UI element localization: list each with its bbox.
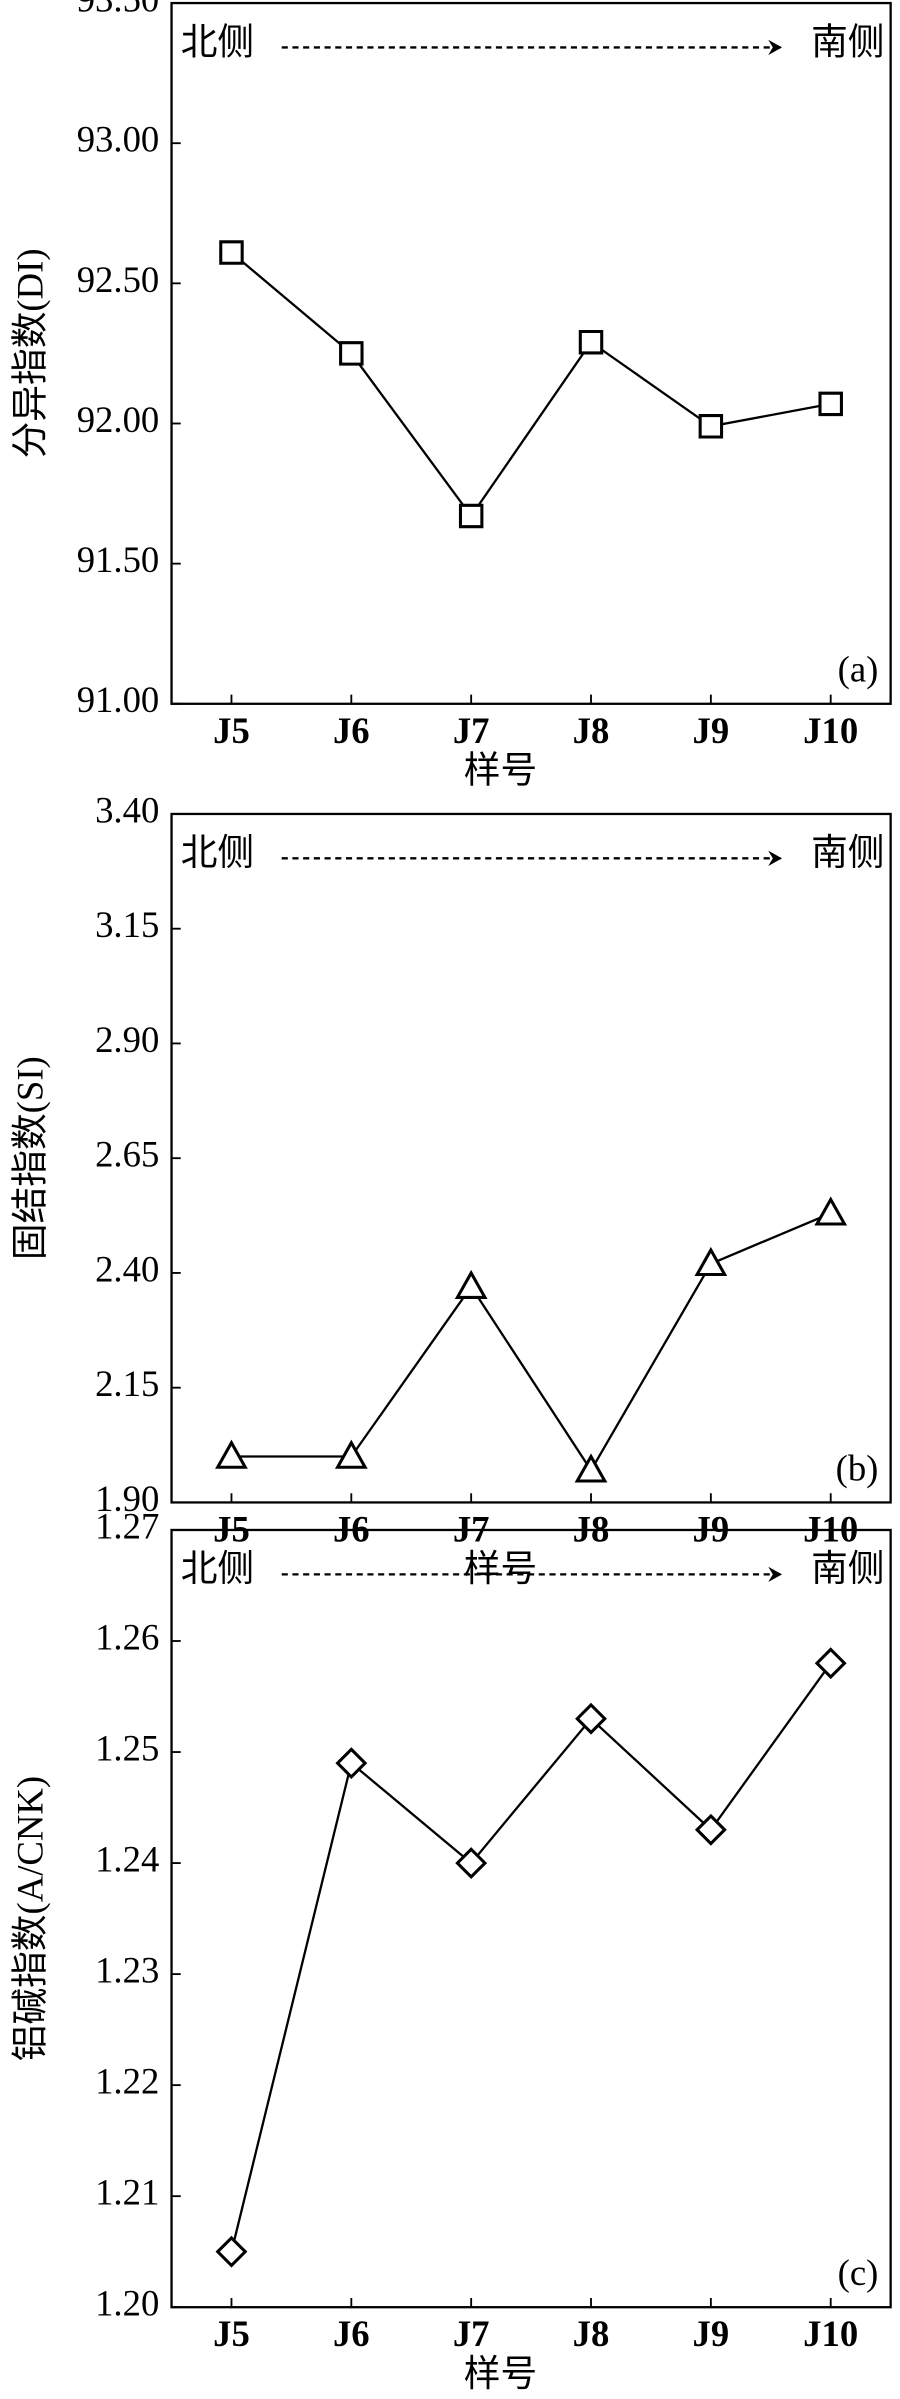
data-point — [698, 414, 724, 439]
x-axis-label: 样号 — [464, 2353, 537, 2394]
y-tick-label: 93.00 — [77, 119, 160, 160]
x-tick-label: J9 — [693, 2313, 730, 2354]
y-tick-label: 92.00 — [77, 399, 160, 440]
series-line — [231, 1212, 832, 1473]
data-point — [215, 1439, 248, 1469]
data-point — [455, 1847, 488, 1879]
data-point — [458, 503, 484, 529]
data-point — [814, 1647, 847, 1680]
north-label: 北侧 — [181, 1548, 254, 1589]
y-tick-label: 1.25 — [95, 1727, 159, 1768]
south-label: 南侧 — [811, 832, 884, 873]
data-point — [574, 1453, 608, 1483]
panel-label: (b) — [836, 1447, 879, 1488]
data-point — [694, 1813, 727, 1846]
y-tick-label: 2.65 — [95, 1134, 159, 1175]
x-tick-label: J10 — [803, 710, 858, 751]
south-label: 南侧 — [811, 1548, 884, 1589]
y-tick-label: 3.15 — [95, 904, 159, 945]
y-tick-label: 2.90 — [95, 1019, 159, 1060]
data-point — [335, 1747, 368, 1780]
y-tick-label: 2.40 — [95, 1248, 159, 1289]
x-tick-label: J6 — [333, 710, 370, 751]
data-point — [454, 1269, 488, 1299]
data-point — [814, 1196, 848, 1226]
panel-label: (a) — [838, 649, 879, 690]
x-tick-label: J7 — [453, 2313, 490, 2354]
panel-label: (c) — [838, 2252, 879, 2293]
x-tick-label: J9 — [693, 710, 730, 751]
y-tick-label: 1.27 — [95, 1505, 159, 1546]
north-label: 北侧 — [181, 832, 254, 873]
data-point — [578, 329, 604, 355]
y-tick-label: 1.90 — [95, 1478, 159, 1519]
series-line — [230, 1662, 832, 2252]
data-point — [219, 240, 244, 265]
plot-frame — [170, 812, 892, 1504]
data-point — [694, 1246, 728, 1276]
x-tick-label: J7 — [453, 710, 490, 751]
plot-frame — [170, 1, 892, 705]
north-label: 北侧 — [181, 21, 254, 62]
y-axis-label: 铝碱指数(A/CNK) — [9, 1776, 50, 2061]
y-tick-label: 1.23 — [95, 1950, 159, 1991]
data-point — [818, 391, 843, 417]
x-axis-label: 样号 — [464, 750, 537, 791]
y-axis-label: 固结指数(SI) — [9, 1056, 50, 1260]
x-tick-label: J5 — [213, 710, 250, 751]
y-tick-label: 3.40 — [95, 789, 159, 830]
x-tick-label: J10 — [803, 2313, 858, 2354]
x-tick-label: J8 — [573, 710, 610, 751]
y-tick-label: 1.22 — [95, 2061, 159, 2102]
x-axis-label: 样号 — [464, 1548, 537, 1589]
data-point — [215, 2235, 248, 2268]
data-point — [339, 341, 364, 366]
series-line — [230, 251, 831, 518]
x-tick-label: J6 — [333, 2313, 370, 2354]
y-tick-label: 1.21 — [95, 2172, 159, 2213]
y-tick-label: 2.15 — [95, 1363, 159, 1404]
plot-frame — [170, 1528, 892, 2309]
south-label: 南侧 — [811, 21, 884, 62]
y-axis-label: 分异指数(DI) — [9, 248, 50, 458]
y-tick-label: 1.20 — [95, 2283, 159, 2324]
y-tick-label: 92.50 — [77, 259, 160, 300]
data-point — [334, 1439, 368, 1469]
x-tick-label: J5 — [213, 2313, 250, 2354]
x-tick-label: J8 — [573, 2313, 610, 2354]
y-tick-label: 1.26 — [95, 1616, 159, 1657]
y-tick-label: 91.50 — [77, 539, 160, 580]
data-point — [575, 1702, 607, 1735]
y-tick-label: 1.24 — [95, 1838, 159, 1879]
y-tick-label: 91.00 — [77, 679, 160, 720]
y-tick-label: 93.50 — [77, 0, 160, 19]
